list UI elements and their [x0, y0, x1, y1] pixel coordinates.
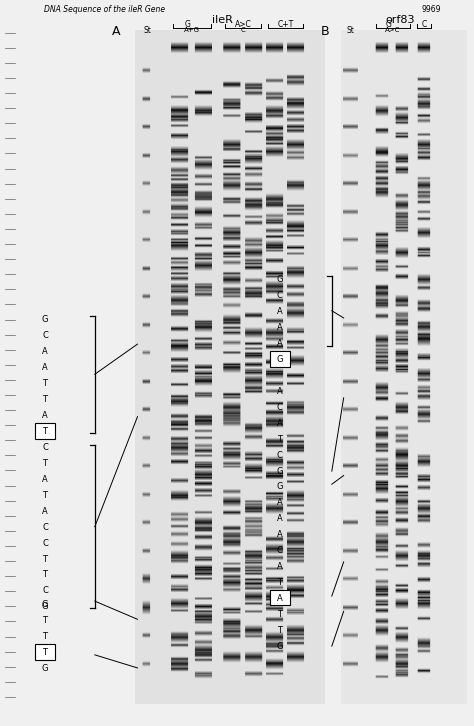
Text: ileR: ileR [212, 15, 233, 25]
FancyBboxPatch shape [270, 351, 290, 367]
Text: T: T [43, 648, 47, 657]
Text: G: G [276, 467, 283, 476]
Text: G: G [42, 600, 48, 609]
Text: G: G [385, 20, 391, 29]
FancyBboxPatch shape [35, 644, 55, 660]
Text: A: A [42, 411, 48, 420]
Text: A: A [277, 307, 283, 316]
Text: orf83: orf83 [386, 15, 415, 25]
Text: A: A [42, 507, 48, 515]
Text: A: A [112, 25, 120, 38]
Text: A: A [277, 514, 283, 523]
Text: C: C [277, 291, 283, 300]
Text: C: C [42, 523, 48, 531]
Text: T: T [43, 555, 47, 563]
Text: A: A [42, 475, 48, 484]
Text: T: T [277, 610, 282, 619]
FancyBboxPatch shape [270, 590, 290, 605]
Text: A+G: A+G [184, 27, 200, 33]
Text: A: A [277, 387, 283, 396]
Text: T: T [43, 459, 47, 468]
Text: G: G [276, 482, 283, 491]
Text: T: T [43, 491, 47, 499]
Text: A: A [277, 562, 283, 571]
Text: A>C: A>C [235, 20, 251, 29]
Text: T: T [43, 395, 47, 404]
Text: C: C [277, 451, 283, 460]
Text: G: G [276, 275, 283, 284]
FancyBboxPatch shape [35, 423, 55, 439]
Text: C: C [277, 546, 283, 555]
Text: G: G [42, 664, 48, 673]
Text: T: T [43, 427, 47, 436]
Text: DNA Sequence of the ileR Gene: DNA Sequence of the ileR Gene [44, 5, 165, 14]
Text: A: A [42, 363, 48, 372]
Text: T: T [43, 632, 47, 641]
Text: C: C [42, 331, 48, 340]
Text: C: C [240, 27, 246, 33]
Text: A>C: A>C [385, 27, 401, 33]
Text: T: T [277, 626, 282, 635]
Text: A: A [42, 347, 48, 356]
Text: B: B [320, 25, 329, 38]
Text: 9969: 9969 [421, 5, 441, 14]
Text: St: St [143, 26, 151, 35]
Text: G: G [42, 315, 48, 324]
Text: A: A [277, 339, 283, 348]
Text: A: A [277, 498, 283, 507]
Text: G: G [42, 603, 48, 611]
Text: T: T [43, 616, 47, 625]
Text: C: C [42, 539, 48, 547]
Text: St: St [347, 26, 355, 35]
Text: T: T [277, 578, 282, 587]
Text: G: G [276, 355, 283, 364]
Text: A: A [277, 323, 283, 332]
Text: T: T [277, 435, 282, 444]
Text: G: G [276, 642, 283, 650]
Text: A: A [277, 419, 283, 428]
Text: A: A [277, 594, 283, 603]
Text: C: C [277, 403, 283, 412]
Text: G: G [184, 20, 190, 29]
Text: C: C [42, 587, 48, 595]
Text: C: C [42, 443, 48, 452]
Text: T: T [43, 379, 47, 388]
Text: T: T [43, 571, 47, 579]
Text: A: A [277, 530, 283, 539]
Text: C: C [421, 20, 427, 29]
Text: C+T: C+T [277, 20, 294, 29]
